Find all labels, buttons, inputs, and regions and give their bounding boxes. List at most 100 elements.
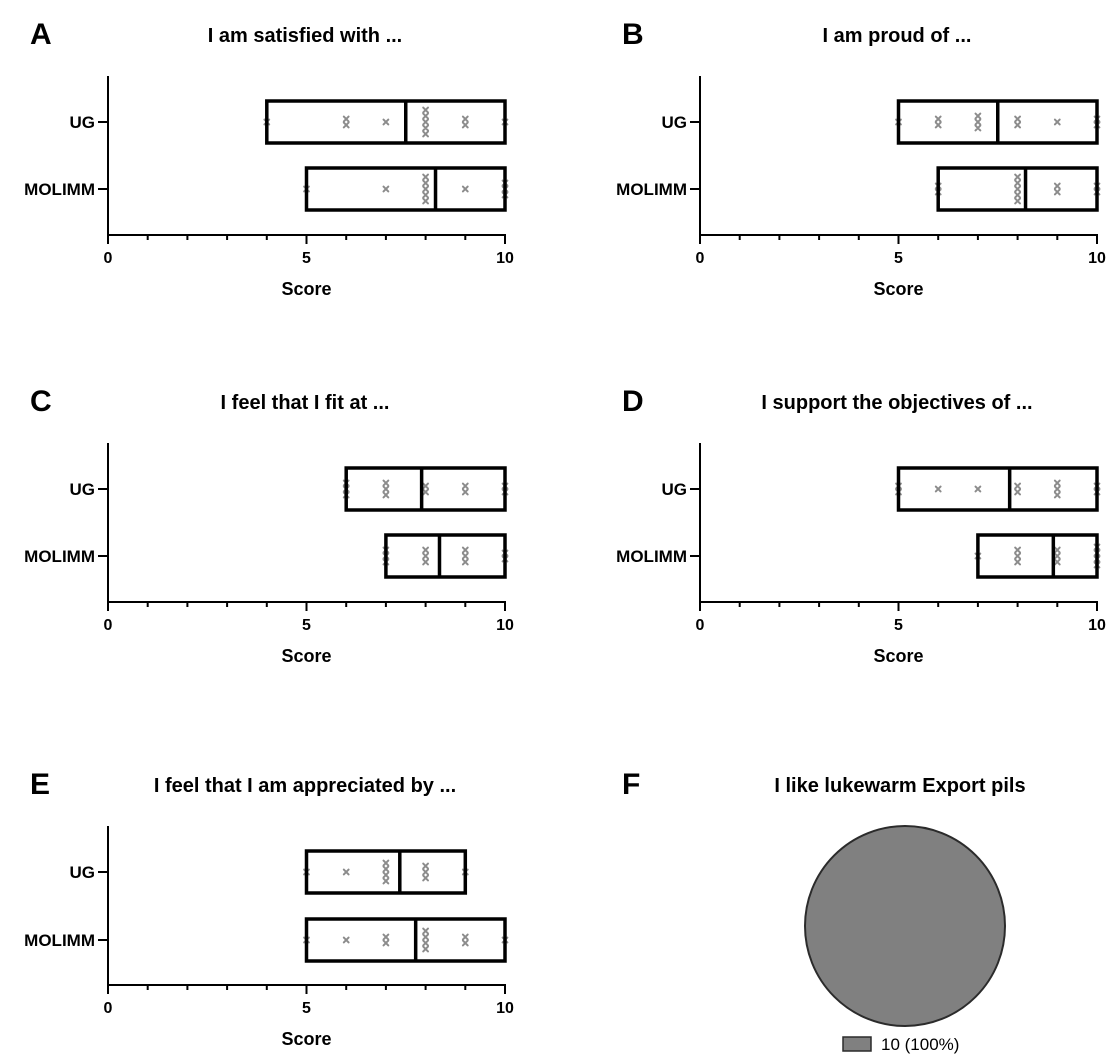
panel-f: F I like lukewarm Export pils 10 (100%): [622, 768, 1026, 1054]
data-point: [974, 118, 982, 126]
panel-letter: D: [622, 385, 644, 418]
box-molimm: [382, 533, 509, 579]
y-tick-label: MOLIMM: [616, 547, 687, 566]
data-point: [382, 118, 390, 126]
panel-letter: B: [622, 18, 644, 51]
x-tick-label: 5: [302, 617, 311, 634]
data-point: [422, 874, 429, 882]
x-tick-label: 5: [302, 1000, 311, 1017]
box-ug: [895, 99, 1101, 145]
data-point: [382, 491, 390, 499]
data-point: [422, 197, 429, 205]
y-tick-label: MOLIMM: [616, 180, 687, 199]
data-point: [1014, 121, 1021, 129]
y-tick-label: UG: [662, 113, 688, 132]
box-molimm: [303, 166, 509, 212]
panel-title: I support the objectives of ...: [761, 392, 1032, 414]
data-point: [422, 130, 429, 138]
data-point: [382, 859, 390, 867]
data-point: [461, 121, 469, 129]
box-rect: [304, 166, 507, 212]
data-point: [422, 185, 429, 193]
legend-label: 10 (100%): [881, 1035, 959, 1054]
y-tick-label: MOLIMM: [24, 180, 95, 199]
data-point: [461, 933, 469, 941]
data-point: [1053, 182, 1061, 190]
panel-letter: C: [30, 385, 52, 418]
data-point: [422, 112, 429, 120]
data-point: [461, 488, 469, 496]
data-point: [422, 552, 429, 560]
data-point: [1014, 179, 1021, 187]
data-point: [974, 112, 982, 120]
box-ug: [263, 99, 509, 145]
data-point: [1053, 491, 1061, 499]
data-point: [461, 558, 469, 566]
x-axis-label: Score: [873, 279, 923, 299]
box-rect: [304, 917, 507, 963]
data-point: [342, 868, 350, 876]
data-point: [382, 933, 390, 941]
data-point: [1014, 558, 1021, 566]
panel-title: I feel that I am appreciated by ...: [154, 775, 456, 797]
data-point: [461, 185, 469, 193]
box-rect: [265, 99, 507, 145]
x-tick-label: 5: [894, 617, 903, 634]
panel-title: I feel that I fit at ...: [221, 392, 390, 414]
x-tick-label: 0: [104, 250, 113, 267]
data-point: [1014, 488, 1021, 496]
data-point: [382, 939, 390, 947]
x-tick-label: 0: [696, 250, 705, 267]
data-point: [422, 106, 429, 114]
data-point: [422, 546, 429, 554]
box-rect: [936, 166, 1099, 212]
data-point: [422, 939, 429, 947]
y-tick-label: MOLIMM: [24, 931, 95, 950]
panel-title: I like lukewarm Export pils: [774, 775, 1025, 797]
x-tick-label: 10: [496, 250, 514, 267]
x-tick-label: 5: [302, 250, 311, 267]
box-rect: [384, 533, 507, 579]
data-point: [382, 485, 390, 493]
data-point: [1014, 115, 1021, 123]
x-tick-label: 10: [496, 1000, 514, 1017]
data-point: [382, 871, 390, 879]
data-point: [461, 482, 469, 490]
x-axis-label: Score: [281, 279, 331, 299]
data-point: [1014, 185, 1021, 193]
data-point: [382, 185, 390, 193]
data-point: [422, 191, 429, 199]
y-tick-label: UG: [662, 480, 688, 499]
data-point: [974, 485, 982, 493]
data-point: [422, 862, 429, 870]
data-point: [934, 115, 942, 123]
data-point: [422, 488, 429, 496]
data-point: [934, 121, 942, 129]
panel-letter: E: [30, 768, 50, 801]
box-rect: [976, 533, 1099, 579]
data-point: [342, 115, 350, 123]
data-point: [1053, 552, 1061, 560]
data-point: [1014, 173, 1021, 181]
panel-letter: A: [30, 18, 52, 51]
box-rect: [344, 466, 507, 512]
data-point: [461, 939, 469, 947]
panel-letter: F: [622, 768, 640, 801]
panel-d: D I support the objectives of ... 0 5 10 Scor…: [616, 385, 1106, 666]
y-tick-label: MOLIMM: [24, 547, 95, 566]
pie-slice: [804, 825, 1006, 1027]
x-tick-label: 0: [104, 617, 113, 634]
box-molimm: [934, 166, 1101, 212]
data-point: [974, 124, 982, 132]
x-axis-label: Score: [873, 646, 923, 666]
panel-c: C I feel that I fit at ... 0 5 10 Score UG MOLI…: [24, 385, 514, 666]
data-point: [1053, 558, 1061, 566]
data-point: [461, 552, 469, 560]
data-point: [342, 936, 350, 944]
x-tick-label: 0: [696, 617, 705, 634]
data-point: [422, 558, 429, 566]
data-point: [1014, 482, 1021, 490]
data-point: [1053, 188, 1061, 196]
data-point: [342, 121, 350, 129]
